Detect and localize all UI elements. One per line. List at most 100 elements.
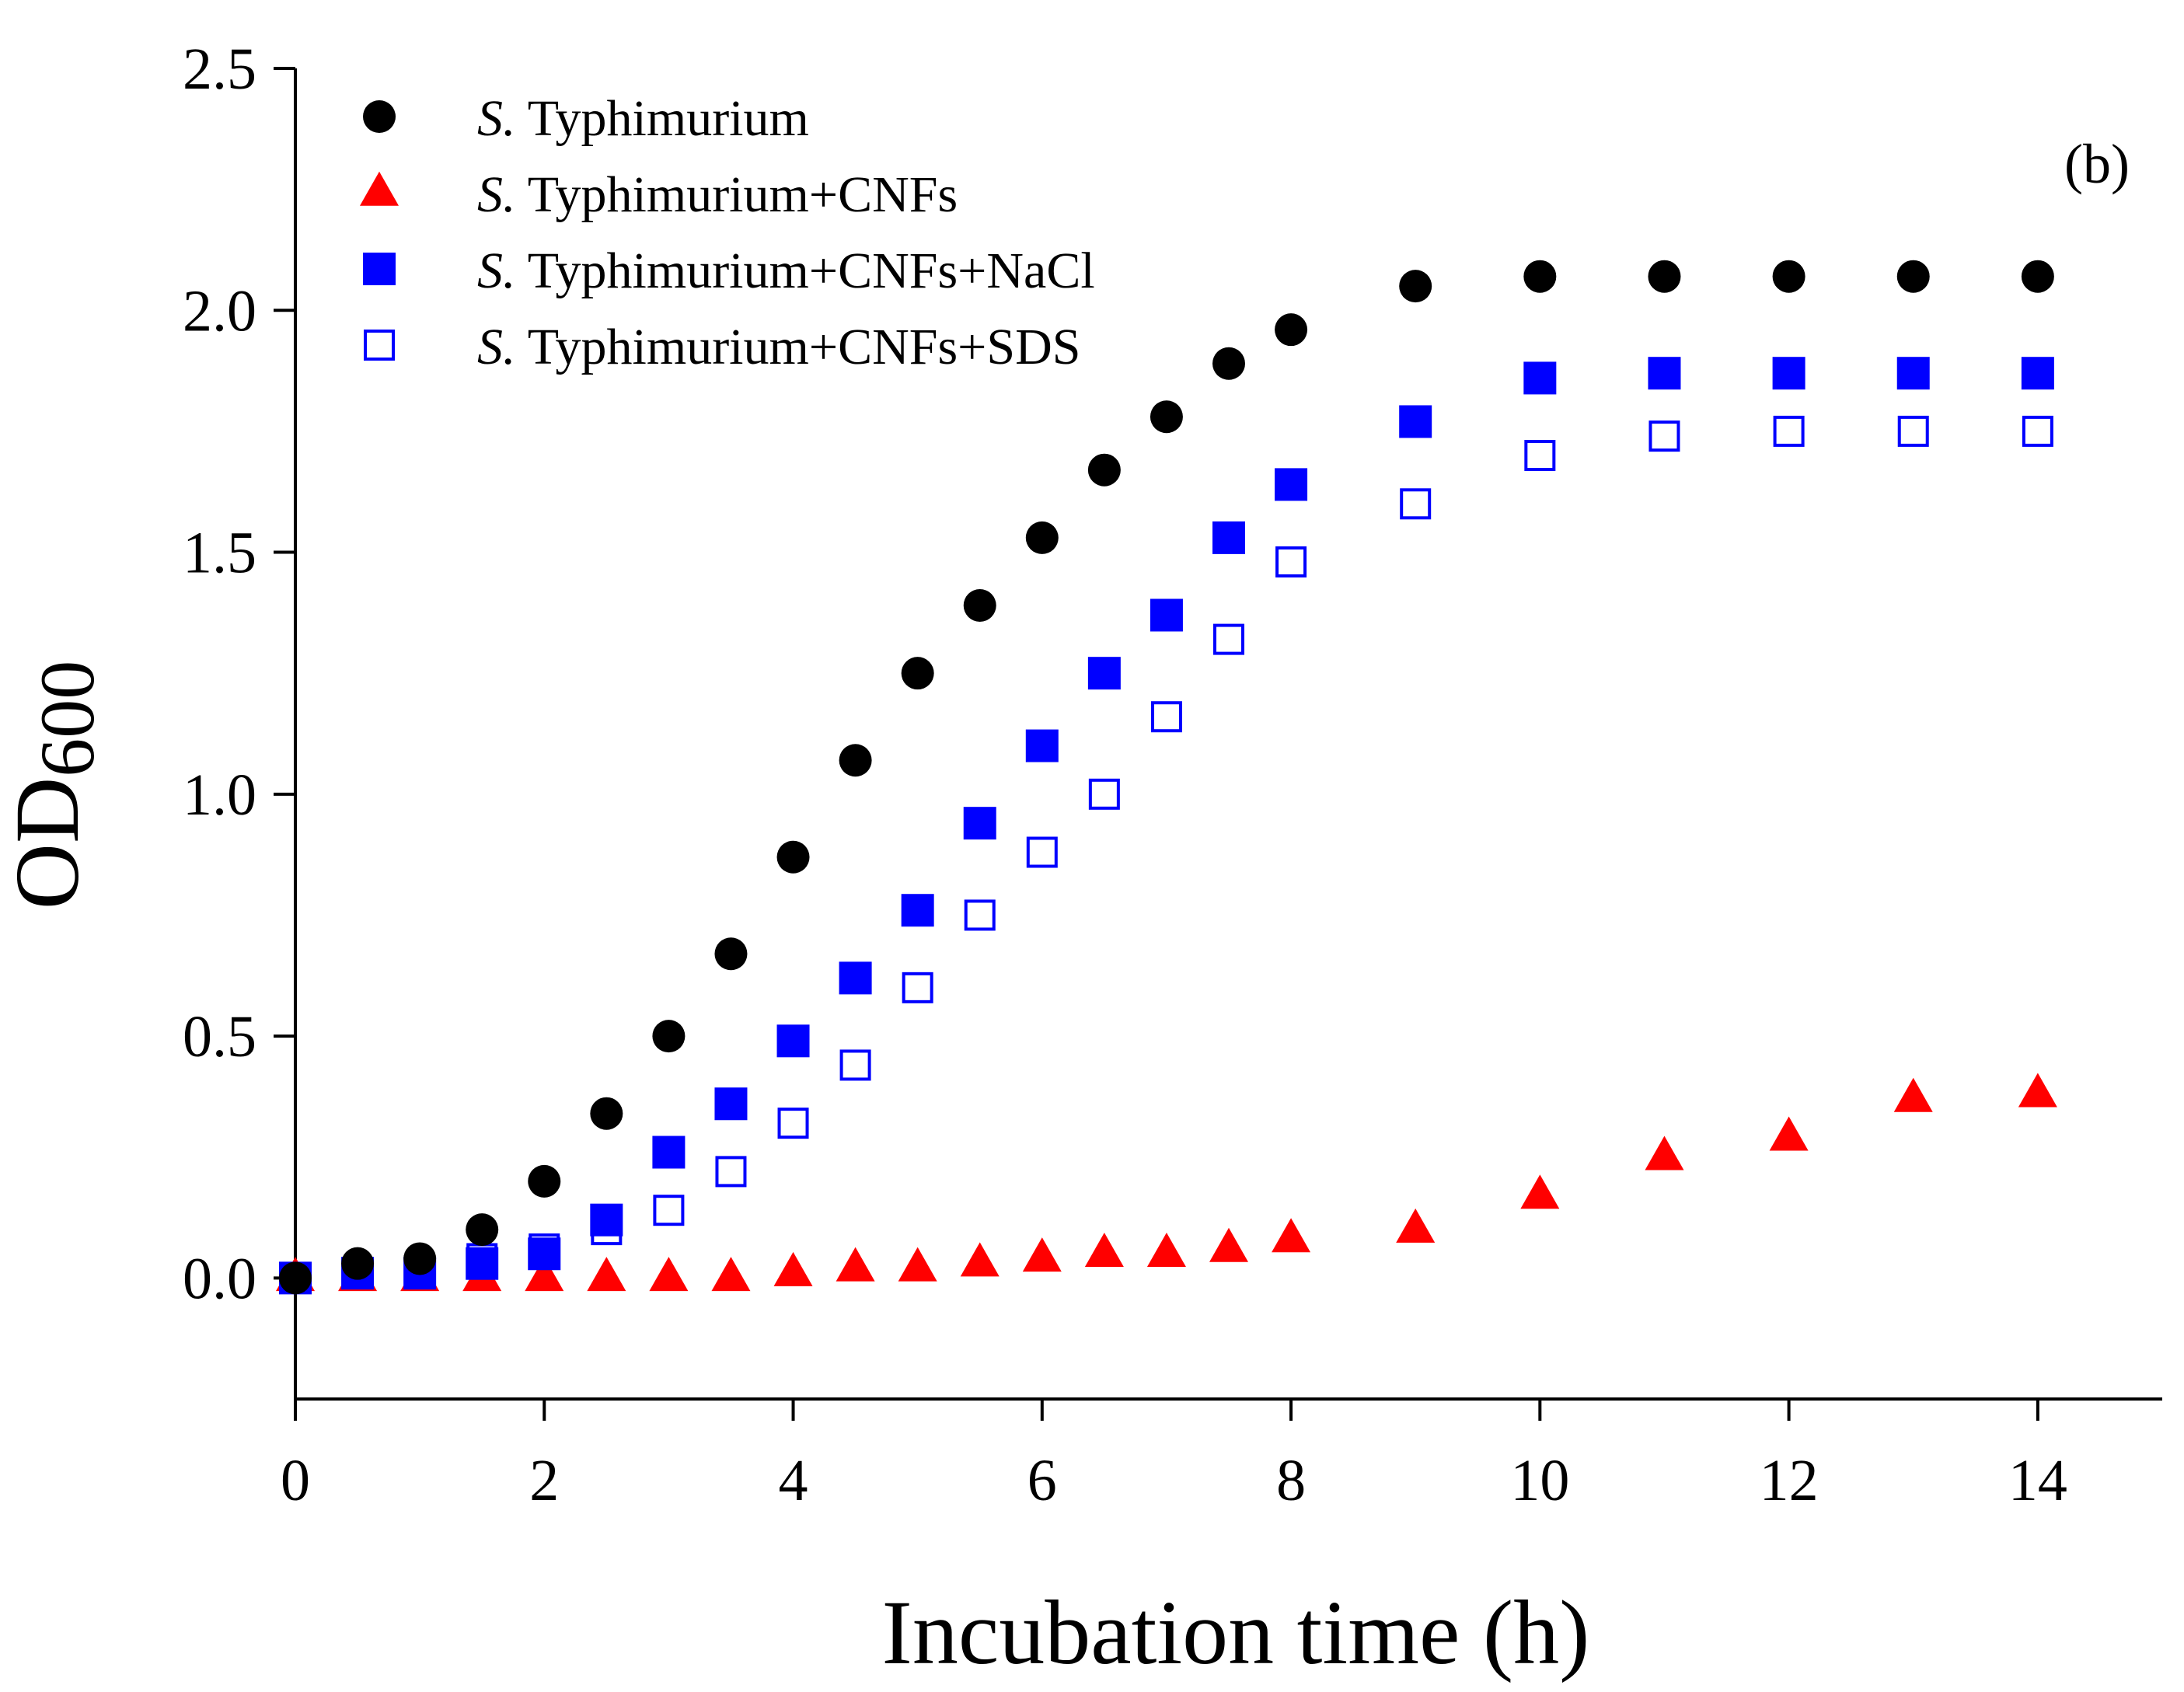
data-series [276,260,2057,1295]
series-typhimurium [279,260,2054,1295]
legend-label: S. Typhimurium+CNFs+NaCl [477,242,1095,299]
data-point [839,1049,871,1081]
axes [294,68,2162,1401]
data-point [466,1213,499,1247]
data-point [466,1247,499,1280]
data-point [1772,357,1805,390]
y-axis-ticks: 0.0 0.5 1.0 1.5 2.0 2.5 [183,37,295,1311]
data-point [1896,260,1930,293]
data-point [652,1020,686,1053]
data-point [1399,270,1432,303]
y-tick-label: 1.0 [183,762,256,828]
legend-label-text: Typhimurium+CNFs+SDS [516,319,1081,375]
x-tick-label: 12 [1760,1448,1819,1513]
data-point [1524,440,1556,472]
legend-label-text: Typhimurium+CNFs [516,166,958,223]
legend-label-italic: S. [477,319,516,375]
data-point [341,1247,375,1280]
x-tick-label: 0 [281,1448,310,1513]
data-point [1896,357,1930,390]
data-point [1897,415,1929,447]
data-point [898,1247,937,1282]
data-point [963,807,996,840]
data-point [1026,836,1058,868]
legend-label-text: Typhimurium [516,90,809,147]
data-point [960,1242,1000,1277]
data-point [590,1203,623,1237]
data-point [901,657,934,690]
data-point [714,937,748,971]
data-point [1272,1218,1311,1253]
legend-marker [363,100,396,133]
data-point [1022,1237,1062,1272]
series-typhimurium-cnfs-sds [280,415,2053,1294]
data-point [1146,1232,1186,1267]
data-point [1769,1116,1809,1151]
data-point [777,1108,809,1139]
data-point [1400,488,1432,520]
data-point [1648,260,1681,293]
data-point [715,1156,747,1188]
data-point [963,589,996,623]
data-point [1212,521,1245,554]
data-point [1520,1174,1560,1209]
data-point [1893,1077,1933,1112]
data-point [1087,657,1121,690]
legend-marker [363,253,396,285]
data-point [652,1136,686,1169]
legend-label: S. Typhimurium [477,90,809,147]
data-point [2022,415,2053,447]
data-point [1399,405,1432,438]
legend-label-text: Typhimurium+CNFs+NaCl [516,242,1095,299]
x-axis-title: Incubation time (h) [882,1582,1590,1683]
data-point [902,972,933,1003]
data-point [1087,453,1121,487]
panel-label: (b) [2064,133,2130,195]
x-tick-label: 6 [1027,1448,1057,1513]
legend-entry-typhimurium-cnfs-nacl: S. Typhimurium+CNFs+NaCl [363,242,1095,299]
data-point [839,744,872,777]
data-point [1275,313,1308,347]
x-tick-label: 2 [529,1448,559,1513]
y-tick-label: 1.5 [183,521,256,586]
data-point [776,840,810,874]
y-tick-label: 2.0 [183,278,256,344]
data-point [528,1237,561,1271]
series-typhimurium-cnfs-nacl [279,357,2054,1295]
y-axis-title-subscript: 600 [24,661,110,777]
data-point [587,1257,626,1292]
legend-marker [364,330,395,361]
legend-entry-typhimurium-cnfs: S. Typhimurium+CNFs [360,166,958,223]
x-tick-label: 8 [1276,1448,1306,1513]
data-point [714,1087,748,1121]
data-point [1084,1232,1124,1267]
data-point [528,1164,561,1198]
legend-label-italic: S. [477,242,516,299]
x-tick-label: 4 [779,1448,808,1513]
data-point [773,1251,813,1286]
legend-label-italic: S. [477,166,516,223]
data-point [1275,546,1307,577]
data-point [1088,778,1120,810]
legend-entry-typhimurium-cnfs-sds: S. Typhimurium+CNFs+SDS [364,319,1081,375]
data-point [901,894,934,927]
data-point [1648,357,1681,390]
legend-label: S. Typhimurium+CNFs [477,166,958,223]
data-point [279,1261,312,1295]
data-point [1396,1208,1436,1243]
data-point [525,1257,564,1292]
data-point [1523,260,1557,293]
x-axis-ticks: 0 2 4 6 8 10 12 14 [281,1399,2067,1513]
y-axis-title-main: OD [0,777,98,909]
data-point [1772,260,1805,293]
data-point [1213,623,1244,655]
data-point [1648,420,1680,452]
data-point [964,899,996,931]
data-point [839,961,872,995]
x-tick-label: 14 [2008,1448,2067,1513]
data-point [2018,1073,2057,1108]
data-point [1645,1136,1684,1170]
data-point [1209,1227,1248,1262]
